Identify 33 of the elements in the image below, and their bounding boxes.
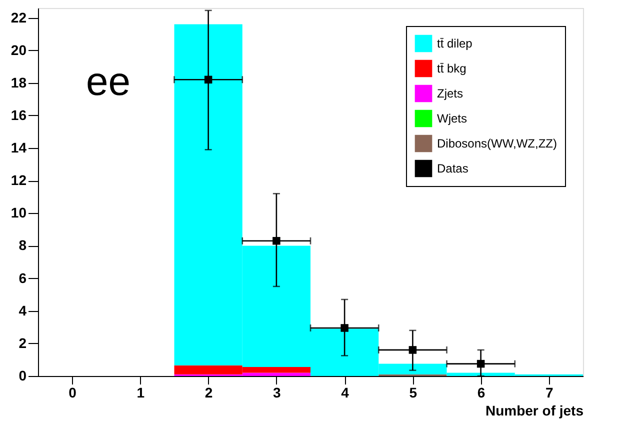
legend-label: tt̄ dilep bbox=[437, 36, 473, 50]
x-tick-label: 7 bbox=[546, 384, 554, 400]
x-tick-label: 1 bbox=[136, 384, 145, 400]
legend-label: Dibosons(WW,WZ,ZZ) bbox=[437, 136, 557, 150]
point bbox=[476, 360, 485, 368]
y-tick-label: 8 bbox=[18, 237, 27, 254]
annotation: ee bbox=[86, 60, 130, 104]
point bbox=[340, 324, 348, 332]
point bbox=[408, 346, 417, 354]
legend-label: Zjets bbox=[437, 86, 464, 100]
y-tick-label: 20 bbox=[10, 42, 27, 58]
legend-label: Wjets bbox=[437, 112, 467, 126]
x-tick-label: 5 bbox=[409, 384, 418, 400]
point bbox=[204, 76, 212, 84]
x-axis-title: Number of jets bbox=[485, 402, 584, 418]
y-tick-label: 22 bbox=[10, 9, 27, 26]
legend-label: Datas bbox=[437, 162, 468, 176]
x-tick-label: 2 bbox=[204, 384, 213, 400]
y-tick-label: 10 bbox=[10, 204, 27, 221]
legend-label: tt̄ bkg bbox=[437, 62, 466, 76]
y-tick-label: 2 bbox=[18, 334, 27, 351]
y-tick-label: 4 bbox=[18, 302, 27, 318]
y-tick-label: 16 bbox=[10, 106, 27, 123]
y-tick-label: 14 bbox=[10, 140, 27, 156]
y-tick-label: 18 bbox=[10, 74, 27, 90]
y-tick-label: 0 bbox=[18, 368, 27, 384]
x-tick-label: 3 bbox=[273, 384, 282, 400]
x-tick-label: 6 bbox=[477, 384, 486, 400]
point bbox=[272, 236, 280, 245]
y-tick-label: 12 bbox=[10, 172, 27, 188]
x-tick-label: 0 bbox=[68, 384, 77, 400]
x-tick-label: 4 bbox=[341, 384, 350, 400]
y-tick-label: 6 bbox=[18, 270, 27, 286]
